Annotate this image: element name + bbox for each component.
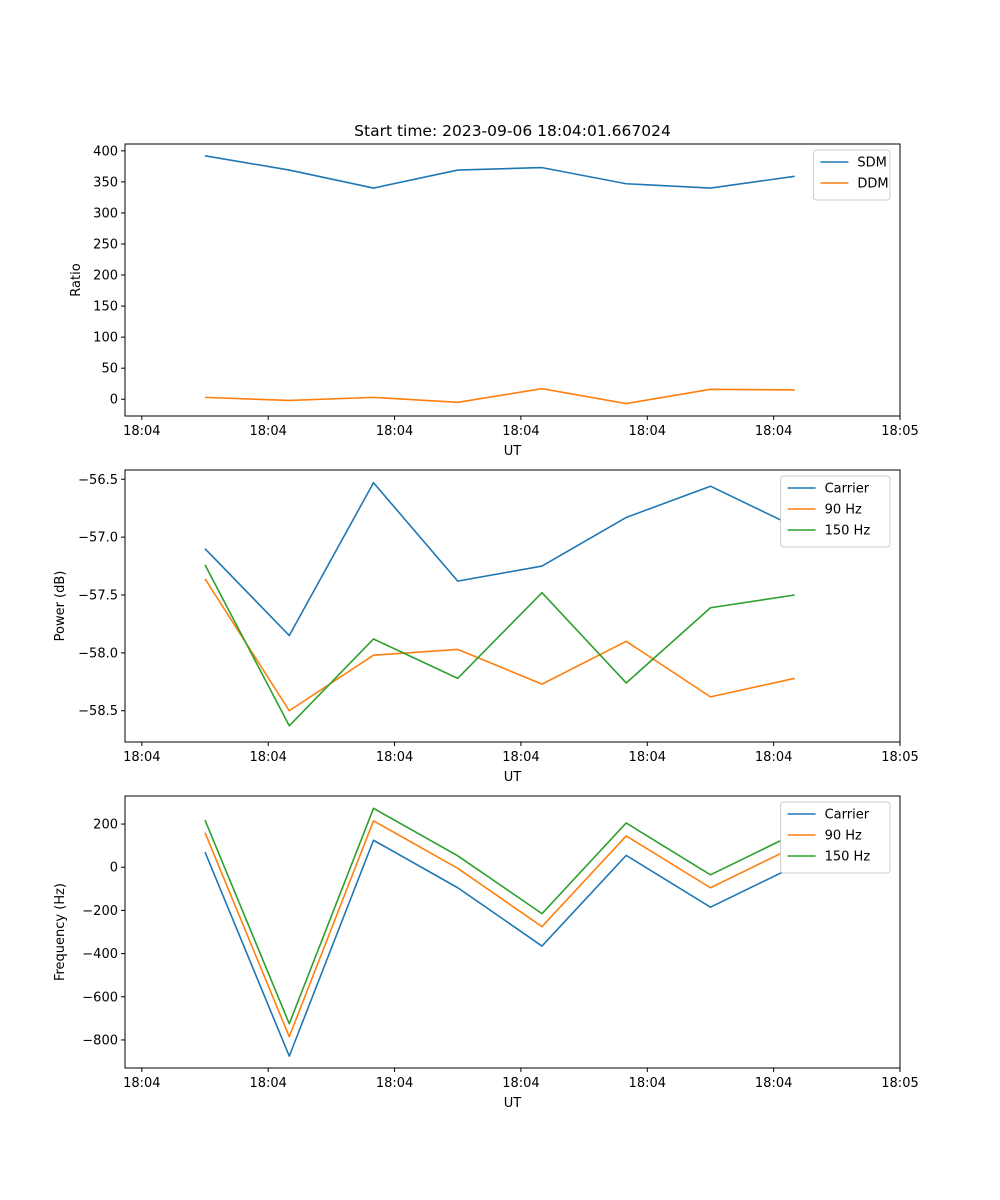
- x-tick-label: 18:04: [376, 424, 413, 439]
- y-tick-label: −56.5: [78, 473, 118, 488]
- y-tick-label: 150: [93, 300, 118, 315]
- x-tick-label: 18:04: [123, 1076, 160, 1091]
- x-tick-label: 18:04: [502, 1076, 539, 1091]
- chart-panel-1: Start time: 2023-09-06 18:04:01.667024 0 5…: [69, 122, 919, 459]
- y-tick-label: −57.0: [78, 531, 118, 546]
- x-tick-label: 18:04: [629, 424, 666, 439]
- chart-panel-3: −800 −600 −400 −200 0 200 18:04 18:04 18:04 18:04…: [53, 795, 919, 1111]
- x-tick-label: 18:04: [123, 424, 160, 439]
- series-line-150-hz: [204, 564, 795, 727]
- y-tick-label: −400: [82, 947, 118, 962]
- legend-label: SDM: [857, 156, 886, 171]
- y-tick-label: −800: [82, 1033, 118, 1048]
- chart-title: Start time: 2023-09-06 18:04:01.667024: [354, 122, 671, 140]
- y-tick-label: 50: [101, 362, 118, 377]
- x-tick-label: 18:04: [502, 750, 539, 765]
- x-tick-label: 18:04: [502, 424, 539, 439]
- y-tick-label: −600: [82, 990, 118, 1005]
- x-tick-label: 18:04: [629, 750, 666, 765]
- series-line-carrier: [204, 839, 796, 1057]
- x-tick-label: 18:04: [755, 1076, 792, 1091]
- legend: Carrier 90 Hz 150 Hz: [780, 475, 891, 548]
- x-tick-label: 18:04: [755, 750, 792, 765]
- y-tick-label: 0: [110, 393, 118, 408]
- legend-label: DDM: [857, 177, 888, 192]
- series-line-carrier: [204, 481, 796, 637]
- axes-frame: [124, 469, 901, 743]
- y-tick-label: −57.5: [78, 589, 118, 604]
- axes-frame: [124, 143, 901, 417]
- y-axis-label: Frequency (Hz): [53, 883, 68, 981]
- x-tick-label: 18:04: [123, 750, 160, 765]
- y-axis-label: Power (dB): [53, 571, 68, 642]
- x-tick-label: 18:04: [376, 1076, 413, 1091]
- y-tick-label: −58.0: [78, 646, 118, 661]
- y-tick-label: 200: [93, 818, 118, 833]
- x-axis-label: UT: [504, 1096, 522, 1111]
- legend-label: 150 Hz: [825, 524, 871, 539]
- x-axis-label: UT: [504, 444, 522, 459]
- series-line-90-hz: [204, 820, 796, 1038]
- y-axis-label: Ratio: [69, 263, 84, 296]
- legend-label: Carrier: [825, 482, 870, 497]
- legend: Carrier 90 Hz 150 Hz: [780, 801, 891, 874]
- x-tick-label: 18:04: [755, 424, 792, 439]
- y-tick-label: −58.5: [78, 704, 118, 719]
- x-tick-label: 18:04: [249, 750, 286, 765]
- x-tick-label: 18:04: [249, 424, 286, 439]
- y-tick-label: 0: [110, 861, 118, 876]
- legend: SDM DDM: [812, 149, 891, 201]
- y-tick-label: 200: [93, 269, 118, 284]
- y-tick-label: −200: [82, 904, 118, 919]
- series-line-90-hz: [204, 578, 795, 712]
- y-tick-label: 350: [93, 175, 118, 190]
- series-line-sdm: [204, 155, 795, 189]
- x-tick-label: 18:04: [249, 1076, 286, 1091]
- y-tick-label: 100: [93, 331, 118, 346]
- x-tick-label: 18:04: [629, 1076, 666, 1091]
- chart-panel-2: −58.5 −58.0 −57.5 −57.0 −56.5 18:04 18:04 18:04…: [53, 469, 919, 785]
- y-tick-label: 300: [93, 206, 118, 221]
- x-tick-label: 18:05: [881, 1076, 918, 1091]
- y-tick-label: 400: [93, 144, 118, 159]
- legend-label: Carrier: [825, 808, 870, 823]
- series-line-ddm: [205, 387, 795, 405]
- series-line-150-hz: [204, 807, 796, 1025]
- legend-label: 150 Hz: [825, 850, 871, 865]
- legend-label: 90 Hz: [825, 503, 862, 518]
- x-tick-label: 18:05: [881, 424, 918, 439]
- x-tick-label: 18:04: [376, 750, 413, 765]
- x-tick-label: 18:05: [881, 750, 918, 765]
- axes-frame: [124, 795, 901, 1069]
- legend-label: 90 Hz: [825, 829, 862, 844]
- x-axis-label: UT: [504, 770, 522, 785]
- y-tick-label: 250: [93, 237, 118, 252]
